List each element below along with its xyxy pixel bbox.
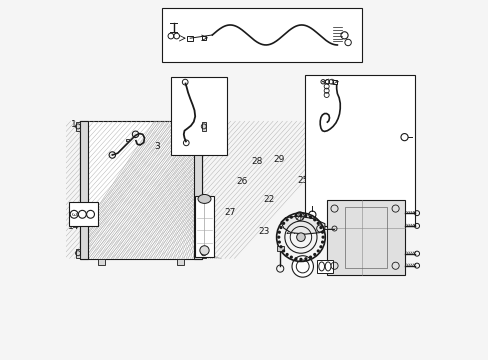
Circle shape bbox=[291, 256, 313, 277]
Circle shape bbox=[277, 236, 279, 238]
Circle shape bbox=[321, 231, 323, 233]
Text: 4: 4 bbox=[181, 111, 186, 120]
Circle shape bbox=[295, 258, 296, 260]
Text: 29: 29 bbox=[272, 155, 284, 164]
Bar bbox=[201, 36, 205, 40]
Circle shape bbox=[309, 256, 311, 258]
Circle shape bbox=[200, 246, 209, 255]
Circle shape bbox=[313, 219, 315, 221]
Circle shape bbox=[278, 231, 280, 233]
Circle shape bbox=[305, 258, 306, 260]
Text: 16: 16 bbox=[307, 80, 319, 89]
Bar bbox=[76, 122, 80, 131]
Ellipse shape bbox=[198, 194, 210, 203]
Bar bbox=[69, 202, 98, 226]
Circle shape bbox=[285, 253, 287, 255]
Circle shape bbox=[278, 241, 280, 243]
Circle shape bbox=[280, 246, 281, 248]
Text: 6: 6 bbox=[202, 52, 208, 61]
Text: 5: 5 bbox=[192, 136, 198, 145]
Circle shape bbox=[285, 219, 287, 221]
Circle shape bbox=[317, 222, 319, 224]
Circle shape bbox=[280, 227, 281, 229]
Text: 15: 15 bbox=[396, 141, 407, 150]
Circle shape bbox=[282, 250, 284, 252]
Text: 3: 3 bbox=[154, 141, 160, 150]
Bar bbox=[276, 247, 283, 251]
Text: 23: 23 bbox=[258, 227, 269, 236]
Bar bbox=[176, 258, 183, 265]
Bar bbox=[125, 139, 128, 141]
Bar bbox=[171, 77, 226, 155]
Circle shape bbox=[296, 260, 308, 273]
Circle shape bbox=[317, 250, 319, 252]
Bar bbox=[98, 258, 105, 265]
Text: 2: 2 bbox=[204, 195, 209, 204]
Text: 24: 24 bbox=[285, 227, 296, 236]
Bar bbox=[332, 80, 337, 84]
Circle shape bbox=[319, 227, 321, 229]
Circle shape bbox=[290, 216, 292, 218]
Bar bbox=[76, 249, 80, 257]
Text: 1: 1 bbox=[71, 120, 77, 129]
Bar bbox=[304, 75, 414, 226]
Text: 27: 27 bbox=[224, 208, 235, 217]
Circle shape bbox=[290, 256, 292, 258]
Text: 8: 8 bbox=[332, 22, 338, 31]
Text: 12: 12 bbox=[370, 79, 382, 88]
Text: 17: 17 bbox=[348, 79, 360, 88]
Circle shape bbox=[305, 215, 306, 216]
Circle shape bbox=[300, 258, 301, 260]
Bar bbox=[316, 260, 332, 273]
Text: 28: 28 bbox=[251, 157, 262, 166]
Circle shape bbox=[295, 215, 296, 216]
Text: 25: 25 bbox=[297, 176, 308, 185]
Circle shape bbox=[321, 241, 323, 243]
Bar bbox=[326, 200, 404, 275]
Text: 18: 18 bbox=[374, 176, 385, 185]
Circle shape bbox=[300, 214, 301, 216]
Bar bbox=[201, 122, 205, 131]
Bar bbox=[187, 36, 193, 41]
Text: 10: 10 bbox=[203, 15, 214, 24]
Text: 21: 21 bbox=[392, 222, 404, 231]
Bar bbox=[80, 121, 201, 258]
Circle shape bbox=[282, 222, 284, 224]
Circle shape bbox=[322, 236, 324, 238]
Ellipse shape bbox=[325, 262, 330, 271]
Bar bbox=[162, 8, 361, 62]
Text: 11: 11 bbox=[223, 11, 234, 20]
Circle shape bbox=[296, 233, 305, 242]
Bar bbox=[193, 121, 201, 258]
Bar bbox=[195, 196, 213, 257]
Circle shape bbox=[309, 216, 311, 218]
Text: 9: 9 bbox=[189, 13, 195, 22]
Text: 7: 7 bbox=[323, 22, 328, 31]
Text: 20: 20 bbox=[379, 222, 390, 231]
Text: ω: ω bbox=[71, 212, 77, 217]
Bar bbox=[80, 121, 88, 258]
Text: 14: 14 bbox=[68, 222, 80, 231]
Text: 22: 22 bbox=[263, 195, 274, 204]
Text: 13: 13 bbox=[303, 227, 314, 236]
Circle shape bbox=[313, 253, 315, 255]
Text: 19: 19 bbox=[392, 189, 404, 198]
Bar bbox=[201, 249, 205, 257]
Text: 26: 26 bbox=[236, 177, 247, 186]
Bar bbox=[344, 207, 386, 267]
Polygon shape bbox=[281, 216, 324, 234]
Ellipse shape bbox=[318, 262, 324, 271]
Circle shape bbox=[319, 246, 321, 248]
